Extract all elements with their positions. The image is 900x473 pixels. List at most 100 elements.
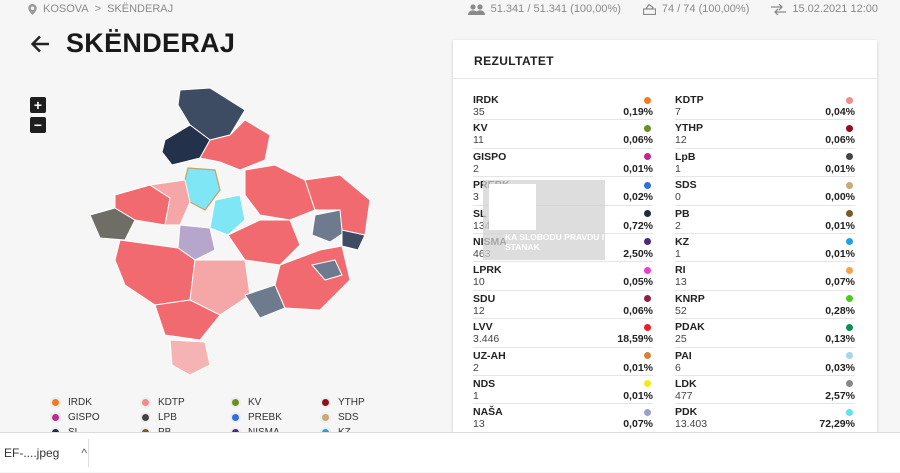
legend-item[interactable]: PREBK — [230, 412, 320, 423]
result-row[interactable]: SDS 0 0,00% — [675, 177, 855, 206]
result-row[interactable]: UZ-AH 2 0,01% — [473, 348, 653, 376]
party-percent: 0,04% — [825, 106, 855, 118]
map-region-center[interactable] — [227, 219, 301, 266]
result-row-values: 1 0,01% — [675, 248, 855, 261]
party-percent: 0,01% — [623, 389, 653, 402]
legend-item[interactable]: LPB — [140, 412, 230, 423]
result-row[interactable]: LpB 1 0,01% — [675, 149, 855, 178]
map-region-south-center[interactable] — [189, 259, 251, 316]
party-color-dot — [846, 352, 853, 360]
result-row-header: PDK — [675, 406, 855, 418]
legend-item[interactable]: KV — [230, 397, 320, 408]
result-row-values: 52 0,28% — [675, 305, 855, 318]
page-title: SKËNDERAJ — [66, 28, 236, 58]
map-region-south[interactable] — [154, 299, 221, 341]
result-row[interactable]: LVV 3.446 18,59% — [473, 319, 653, 348]
party-color-dot — [846, 181, 853, 189]
party-color-dot — [846, 153, 853, 161]
result-row-values: 3 0,02% — [473, 191, 653, 204]
result-row-values: 6 0,03% — [675, 362, 855, 375]
result-row[interactable]: RI 13 0,07% — [675, 262, 855, 291]
legend-item[interactable]: SDS — [320, 412, 410, 423]
map-region-center-purple[interactable] — [177, 224, 216, 261]
download-filename[interactable]: EF-....jpeg — [4, 446, 60, 460]
map-region-west-grey[interactable] — [89, 207, 136, 241]
party-color-dot — [846, 295, 853, 303]
breadcrumb-region[interactable]: KOSOVA — [43, 3, 89, 15]
result-row[interactable]: GISPO 2 0,01% — [473, 149, 653, 178]
location-pin-icon — [28, 3, 37, 15]
map-region-east-grey[interactable] — [311, 209, 349, 243]
result-row[interactable]: SDU 12 0,06% — [473, 291, 653, 320]
party-color-dot — [644, 352, 651, 360]
zoom-out-button[interactable]: − — [30, 117, 46, 133]
download-chevron-icon[interactable]: ^ — [81, 446, 87, 460]
back-button[interactable] — [28, 32, 52, 56]
result-row[interactable]: NDS 1 0,01% — [473, 376, 653, 405]
party-color-dot — [846, 96, 853, 104]
result-row-values: 12 0,06% — [473, 305, 653, 318]
result-row[interactable]: LDK 477 2,57% — [675, 376, 855, 405]
result-row-header: YTHP — [675, 122, 855, 134]
party-percent: 2,57% — [825, 389, 855, 402]
party-name: PDAK — [675, 321, 705, 334]
result-row[interactable]: PDAK 25 0,13% — [675, 319, 855, 348]
legend-item[interactable]: GISPO — [50, 412, 140, 423]
result-row-header: NDS — [473, 378, 653, 390]
result-row-header: LVV — [473, 321, 653, 333]
legend-color-dot — [320, 412, 331, 423]
result-row[interactable]: KV 11 0,06% — [473, 120, 653, 149]
map-region-far-south[interactable] — [169, 339, 211, 376]
legend-item[interactable]: IRDK — [50, 397, 140, 408]
party-percent: 0,06% — [623, 304, 653, 317]
result-row-header: GISPO — [473, 151, 653, 163]
map-region-east-small[interactable] — [311, 259, 343, 281]
stats-bar: 51.341 / 51.341 (100,00%) 74 / 74 (100,0… — [467, 3, 878, 15]
legend-color-dot — [320, 397, 331, 408]
result-row[interactable]: YTHP 12 0,06% — [675, 120, 855, 149]
party-name: PDK — [675, 406, 698, 419]
map-region-north-east[interactable] — [199, 119, 271, 171]
map-region-far-east[interactable] — [304, 174, 371, 236]
result-row-header: PDAK — [675, 321, 855, 333]
party-color-dot — [644, 266, 651, 274]
party-votes: 25 — [675, 333, 687, 346]
result-row-header: KV — [473, 122, 653, 134]
result-row[interactable]: KZ 1 0,01% — [675, 234, 855, 263]
party-name: KNRP — [675, 292, 705, 305]
result-row[interactable]: PDK 13.403 72,29% — [675, 404, 855, 432]
download-separator — [88, 439, 89, 467]
result-row[interactable]: PAI 6 0,03% — [675, 348, 855, 376]
party-name: IRDK — [473, 94, 499, 106]
legend-item[interactable]: KDTP — [140, 397, 230, 408]
party-percent: 0,03% — [825, 361, 855, 374]
result-row[interactable]: IRDK 35 0,19% — [473, 92, 653, 121]
party-name: LVV — [473, 321, 493, 334]
zoom-in-button[interactable]: + — [30, 97, 46, 113]
legend-color-dot — [50, 412, 61, 423]
updated-stat: 15.02.2021 12:00 — [771, 3, 878, 15]
municipality-map[interactable] — [80, 80, 420, 380]
party-votes: 477 — [675, 389, 693, 402]
party-votes: 2 — [675, 219, 681, 232]
legend-color-dot — [230, 397, 241, 408]
result-row[interactable]: LPRK 10 0,05% — [473, 262, 653, 291]
legend-row: IRDK KDTP KV YTHP — [50, 395, 410, 410]
party-name: LDK — [675, 377, 697, 390]
party-percent: 72,29% — [819, 418, 855, 431]
result-row-values: 12 0,06% — [675, 134, 855, 147]
result-row[interactable]: NAŠA 13 0,07% — [473, 404, 653, 432]
party-color-dot — [644, 96, 651, 104]
legend-item[interactable]: YTHP — [320, 397, 410, 408]
party-name: SDU — [473, 292, 496, 305]
map-region-center-cyan[interactable] — [209, 194, 246, 236]
download-item[interactable]: EF-....jpeg ^ — [0, 433, 87, 473]
party-votes: 10 — [473, 276, 485, 289]
result-row[interactable]: KNRP 52 0,28% — [675, 291, 855, 320]
map-region-east[interactable] — [244, 164, 316, 221]
result-row[interactable]: KDTP 7 0,04% — [675, 92, 855, 121]
party-color-dot — [846, 124, 853, 132]
overlay-line-2: STANAK — [505, 242, 540, 252]
result-row[interactable]: PB 2 0,01% — [675, 206, 855, 234]
popup-overlay: KA SLOBODU PRAVDU I STANAK — [483, 180, 605, 260]
